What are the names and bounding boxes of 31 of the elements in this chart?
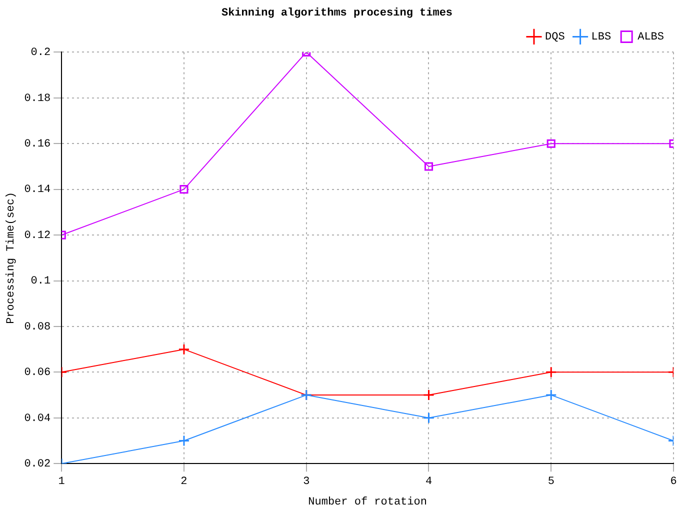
y-tick-label: 0.04	[24, 412, 51, 425]
y-tick-label: 0.2	[30, 47, 51, 60]
point	[545, 366, 557, 378]
point	[422, 412, 434, 424]
point	[546, 139, 556, 148]
y-tick-label: 0.16	[24, 138, 51, 151]
legend-label: ALBS	[638, 32, 664, 44]
legend-label: LBS	[591, 32, 612, 44]
x-tick-label: 5	[548, 476, 554, 488]
y-tick-label: 0.12	[24, 230, 51, 242]
legend-label: DQS	[544, 32, 566, 44]
point	[422, 389, 434, 401]
x-tick-label: 4	[425, 476, 432, 488]
y-tick-label: 0.14	[24, 184, 51, 196]
x-tick-label: 1	[58, 476, 66, 488]
point	[424, 162, 434, 171]
point	[545, 389, 557, 401]
y-tick-label: 0.06	[24, 367, 51, 380]
chart-title: Skinning algorithms procesing times	[221, 7, 453, 20]
y-tick-label: 0.08	[24, 321, 51, 334]
y-tick-label: 0.1	[30, 276, 51, 288]
y-tick-label: 0.02	[24, 458, 51, 471]
x-tick-label: 2	[180, 476, 188, 488]
point	[180, 185, 188, 194]
x-tick-label: 3	[303, 476, 310, 488]
point	[178, 434, 190, 446]
x-axis-title: Number of rotation	[308, 496, 427, 508]
x-tick-label: 6	[670, 476, 677, 488]
point	[178, 344, 190, 356]
y-axis-title: Processing Time(sec)	[6, 192, 18, 324]
y-tick-label: 0.18	[24, 92, 51, 105]
